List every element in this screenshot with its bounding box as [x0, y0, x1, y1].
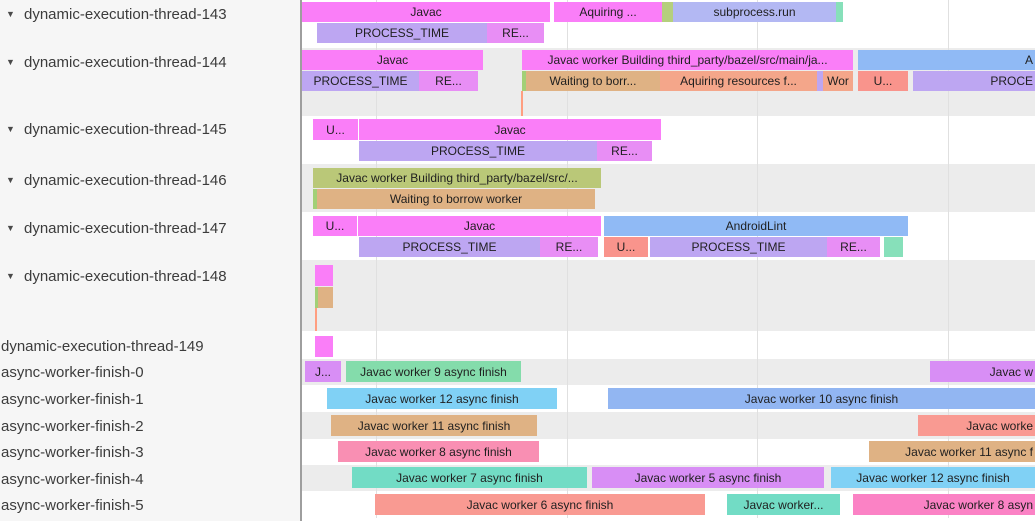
- timeline-slice[interactable]: AndroidLint: [604, 216, 908, 236]
- timeline-slice[interactable]: [315, 308, 317, 331]
- timeline-slice[interactable]: Javac: [358, 216, 601, 236]
- track-name-async-worker-finish-4[interactable]: async-worker-finish-4: [0, 469, 300, 489]
- collapse-triangle-icon[interactable]: ▼: [6, 271, 15, 281]
- track-band: [302, 260, 1035, 331]
- timeline-slice[interactable]: [318, 287, 333, 308]
- timeline-slice[interactable]: Javac: [359, 119, 661, 140]
- track-name-async-worker-finish-1[interactable]: async-worker-finish-1: [0, 389, 300, 409]
- time-gridline: [948, 0, 949, 518]
- track-name-label: async-worker-finish-3: [1, 443, 144, 461]
- timeline-slice[interactable]: Javac w: [930, 361, 1035, 382]
- collapse-triangle-icon[interactable]: ▼: [6, 175, 15, 185]
- timeline-slice[interactable]: RE...: [487, 23, 544, 43]
- timeline-slice[interactable]: Javac worke: [918, 415, 1035, 436]
- track-name-label: dynamic-execution-thread-144: [24, 53, 227, 71]
- timeline-slice[interactable]: Javac worker 8 async finish: [338, 441, 539, 462]
- timeline-slice[interactable]: A: [858, 50, 1035, 70]
- track-name-dynamic-execution-thread-149[interactable]: dynamic-execution-thread-149: [0, 336, 300, 356]
- timeline-slice[interactable]: RE...: [827, 237, 880, 257]
- timeline-canvas[interactable]: Javac Aquiring ... subprocess.run PROCESS_T…: [302, 0, 1035, 526]
- timeline-slice[interactable]: Javac worker 6 async finish: [375, 494, 705, 515]
- timeline-slice[interactable]: Wor: [823, 71, 853, 91]
- track-name-label: dynamic-execution-thread-143: [24, 5, 227, 23]
- timeline-slice[interactable]: Javac worker Building third_party/bazel/…: [522, 50, 853, 70]
- timeline-slice[interactable]: Javac worker 11 async f: [869, 441, 1035, 462]
- timeline-slice[interactable]: Javac worker 12 async finish: [831, 467, 1035, 488]
- timeline-slice[interactable]: Javac worker 11 async finish: [331, 415, 537, 436]
- timeline-slice[interactable]: RE...: [597, 141, 652, 161]
- timeline-slice[interactable]: J...: [305, 361, 341, 382]
- track-name-async-worker-finish-2[interactable]: async-worker-finish-2: [0, 416, 300, 436]
- timeline-slice[interactable]: PROCESS_TIME: [359, 237, 540, 257]
- timeline-slice[interactable]: PROCESS_TIME: [317, 23, 487, 43]
- timeline-slice[interactable]: [662, 2, 673, 22]
- track-name-dynamic-execution-thread-143[interactable]: ▼ dynamic-execution-thread-143: [0, 4, 300, 24]
- track-name-dynamic-execution-thread-148[interactable]: ▼ dynamic-execution-thread-148: [0, 266, 300, 286]
- track-name-label: dynamic-execution-thread-146: [24, 171, 227, 189]
- timeline-slice[interactable]: Javac worker 7 async finish: [352, 467, 587, 488]
- timeline-slice[interactable]: Javac: [302, 2, 550, 22]
- timeline-slice[interactable]: Waiting to borr...: [526, 71, 660, 91]
- track-name-label: dynamic-execution-thread-149: [1, 337, 204, 355]
- timeline-slice[interactable]: subprocess.run: [673, 2, 836, 22]
- timeline-slice[interactable]: [836, 2, 843, 22]
- track-name-async-worker-finish-3[interactable]: async-worker-finish-3: [0, 442, 300, 462]
- timeline-slice[interactable]: U...: [858, 71, 908, 91]
- timeline-slice[interactable]: RE...: [540, 237, 598, 257]
- timeline-slice[interactable]: U...: [313, 119, 358, 140]
- timeline-slice[interactable]: Javac worker 5 async finish: [592, 467, 824, 488]
- timeline-slice[interactable]: Javac worker...: [727, 494, 840, 515]
- time-gridline: [757, 0, 758, 518]
- timeline-slice[interactable]: [522, 71, 526, 91]
- timeline-slice[interactable]: Javac: [302, 50, 483, 70]
- timeline-slice[interactable]: Javac worker 12 async finish: [327, 388, 557, 409]
- time-gridline: [376, 0, 377, 518]
- timeline-slice[interactable]: [315, 336, 333, 357]
- collapse-triangle-icon[interactable]: ▼: [6, 223, 15, 233]
- timeline-slice[interactable]: PROCESS_TIME: [650, 237, 827, 257]
- timeline-slice[interactable]: Waiting to borrow worker: [317, 189, 595, 209]
- track-name-label: async-worker-finish-2: [1, 417, 144, 435]
- timeline-slice[interactable]: [817, 71, 823, 91]
- timeline-slice[interactable]: PROCE: [913, 71, 1035, 91]
- track-name-label: async-worker-finish-1: [1, 390, 144, 408]
- timeline-slice[interactable]: Javac worker 10 async finish: [608, 388, 1035, 409]
- timeline-slice[interactable]: [315, 287, 318, 308]
- collapse-triangle-icon[interactable]: ▼: [6, 124, 15, 134]
- collapse-triangle-icon[interactable]: ▼: [6, 9, 15, 19]
- collapse-triangle-icon[interactable]: ▼: [6, 57, 15, 67]
- timeline-slice[interactable]: U...: [604, 237, 648, 257]
- track-name-dynamic-execution-thread-145[interactable]: ▼ dynamic-execution-thread-145: [0, 119, 300, 139]
- timeline-slice[interactable]: PROCESS_TIME: [302, 71, 419, 91]
- time-gridline: [567, 0, 568, 518]
- track-name-label: async-worker-finish-4: [1, 470, 144, 488]
- track-name-label: dynamic-execution-thread-145: [24, 120, 227, 138]
- timeline-slice[interactable]: RE...: [419, 71, 478, 91]
- timeline-slice[interactable]: Aquiring ...: [554, 2, 662, 22]
- timeline-slice[interactable]: PROCESS_TIME: [359, 141, 597, 161]
- timeline-slice[interactable]: [315, 265, 333, 286]
- track-name-dynamic-execution-thread-144[interactable]: ▼ dynamic-execution-thread-144: [0, 52, 300, 72]
- track-name-dynamic-execution-thread-147[interactable]: ▼ dynamic-execution-thread-147: [0, 218, 300, 238]
- timeline-slice[interactable]: U...: [313, 216, 357, 236]
- track-name-label: dynamic-execution-thread-147: [24, 219, 227, 237]
- timeline-slice[interactable]: Javac worker 8 asyn: [853, 494, 1035, 515]
- timeline-slice[interactable]: Javac worker 9 async finish: [346, 361, 521, 382]
- timeline-slice[interactable]: Aquiring resources f...: [660, 71, 817, 91]
- track-name-dynamic-execution-thread-146[interactable]: ▼ dynamic-execution-thread-146: [0, 170, 300, 190]
- track-name-label: async-worker-finish-5: [1, 496, 144, 514]
- track-name-async-worker-finish-5[interactable]: async-worker-finish-5: [0, 495, 300, 515]
- timeline-slice[interactable]: [313, 189, 317, 209]
- track-name-async-worker-finish-0[interactable]: async-worker-finish-0: [0, 362, 300, 382]
- track-name-label: async-worker-finish-0: [1, 363, 144, 381]
- timeline-slice[interactable]: [884, 237, 903, 257]
- track-band: [302, 331, 1035, 359]
- timeline-slice[interactable]: [521, 91, 523, 116]
- track-name-panel: ▼ dynamic-execution-thread-143 ▼ dynamic-ex…: [0, 0, 302, 521]
- track-name-label: dynamic-execution-thread-148: [24, 267, 227, 285]
- timeline-slice[interactable]: Javac worker Building third_party/bazel/…: [313, 168, 601, 188]
